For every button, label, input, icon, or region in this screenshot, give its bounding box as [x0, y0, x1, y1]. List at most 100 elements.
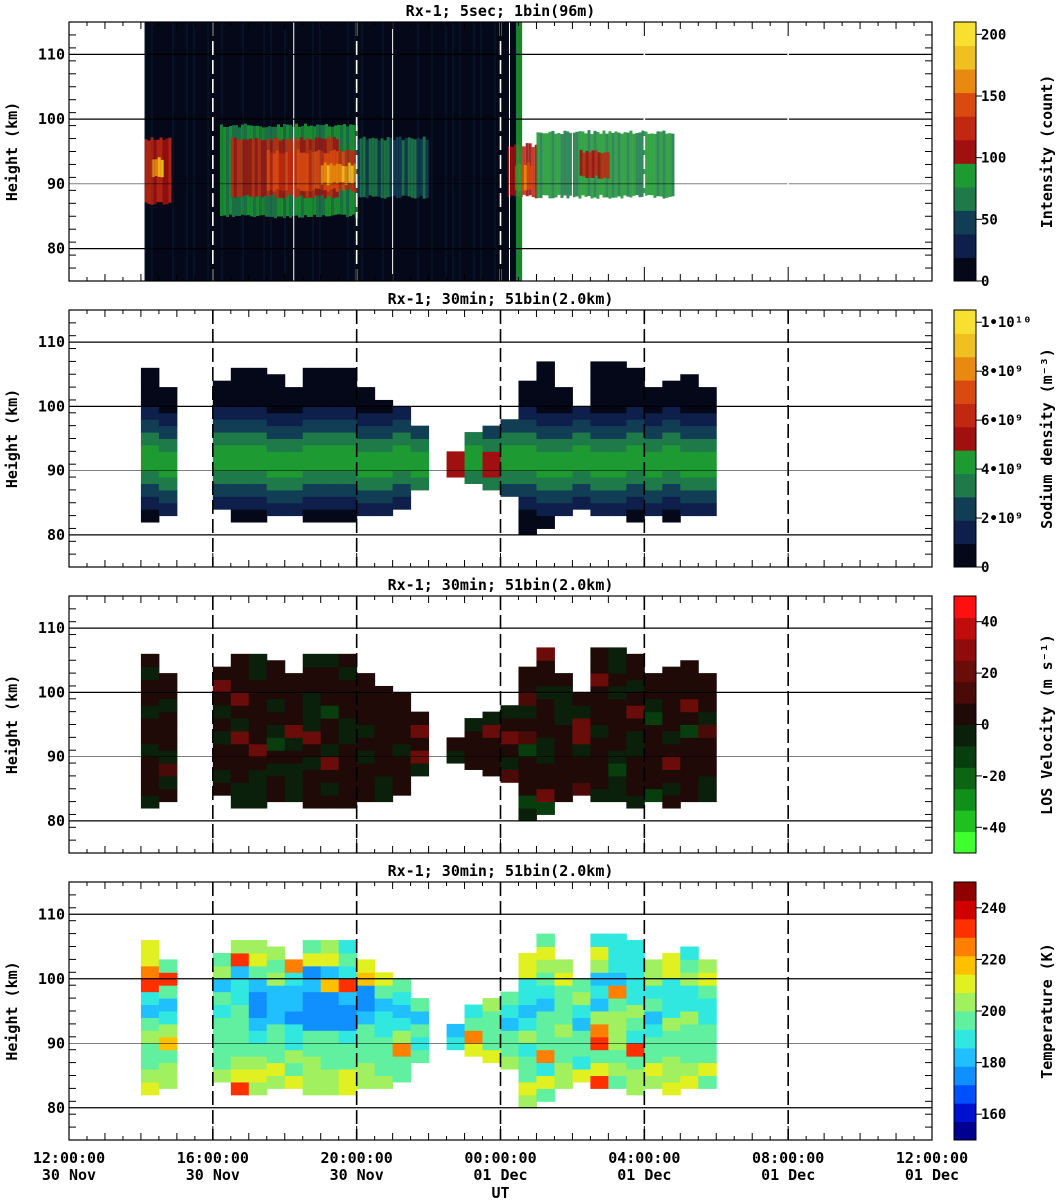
data-cell	[518, 1094, 537, 1109]
intensity-mark	[248, 138, 252, 197]
noise-streak	[382, 22, 384, 281]
intensity-mark	[287, 152, 291, 192]
intensity-mark	[656, 131, 660, 197]
intensity-mark	[407, 137, 411, 197]
data-cell	[266, 1075, 286, 1089]
data-cell	[374, 998, 394, 1012]
data-cell	[158, 1023, 178, 1038]
data-cell	[212, 496, 232, 510]
intensity-mark	[520, 163, 524, 191]
data-cell	[302, 705, 322, 719]
data-cell	[212, 756, 232, 770]
data-cell	[338, 496, 358, 510]
data-cell	[644, 1011, 663, 1025]
data-cell	[536, 763, 555, 777]
data-cell	[158, 737, 178, 751]
data-cell	[302, 509, 322, 523]
data-cell	[212, 743, 232, 758]
data-cell	[284, 998, 304, 1012]
data-cell	[500, 1004, 519, 1018]
data-cell	[338, 509, 358, 523]
y-axis-label: Height (km)	[3, 389, 21, 488]
data-cell	[392, 496, 412, 510]
data-cell	[374, 412, 394, 427]
data-cell	[356, 1062, 376, 1076]
data-cell	[572, 782, 591, 796]
data-cell	[680, 775, 699, 790]
data-cell	[698, 959, 717, 973]
data-cell	[662, 795, 681, 809]
data-cell	[698, 711, 717, 725]
data-cell	[500, 432, 519, 446]
data-cell	[248, 483, 268, 497]
data-cell	[500, 705, 519, 719]
data-cell	[518, 991, 537, 1006]
plot-frame	[68, 881, 933, 1141]
data-cell	[302, 782, 322, 796]
data-cell	[338, 769, 358, 783]
data-cell	[248, 470, 268, 484]
data-cell	[320, 419, 340, 433]
data-cell	[518, 522, 537, 536]
data-cell	[608, 985, 627, 999]
data-cell	[626, 406, 645, 420]
data-cell	[266, 1011, 286, 1025]
intensity-mark	[168, 137, 172, 203]
intensity-mark	[641, 130, 645, 197]
intensity-mark	[644, 131, 648, 196]
panel-2: Rx-1; 30min; 51bin(2.0km) 80 90 100 110 Heigh…	[3, 290, 1056, 576]
data-cell	[518, 1056, 537, 1070]
data-cell	[356, 737, 376, 751]
data-cell	[230, 940, 250, 954]
data-cell	[284, 1075, 304, 1089]
data-cell	[212, 991, 232, 1006]
data-cell	[212, 470, 232, 484]
data-cell	[626, 991, 645, 1006]
data-cell	[608, 387, 627, 401]
data-cell	[320, 380, 340, 395]
data-cell	[248, 756, 268, 770]
data-cell	[680, 438, 699, 452]
data-cell	[698, 673, 717, 687]
data-cell	[518, 769, 537, 783]
data-cell	[320, 406, 340, 420]
data-cell	[536, 1062, 555, 1076]
data-cell	[662, 496, 681, 510]
colorbar-swatch	[954, 333, 976, 358]
data-cell	[608, 1049, 627, 1064]
data-cell	[608, 946, 627, 960]
data-cell	[212, 978, 232, 993]
data-cell	[536, 698, 555, 713]
data-cell	[644, 985, 663, 999]
data-cell	[320, 756, 340, 770]
xtick-date-label: 01 Dec	[905, 1166, 959, 1184]
colorbar-swatch	[954, 918, 976, 938]
data-cell	[482, 724, 501, 738]
colorbar-tick-label: 1•10¹⁰	[981, 315, 1032, 331]
data-cell	[680, 1049, 699, 1064]
data-cell	[248, 406, 268, 420]
data-cell	[518, 1069, 537, 1083]
data-cell	[626, 432, 645, 446]
data-cell	[518, 666, 537, 681]
data-cell	[320, 432, 340, 446]
data-cell	[518, 952, 537, 967]
colorbar-swatch	[954, 1121, 976, 1141]
colorbar-swatch	[954, 116, 976, 141]
intensity-mark	[144, 139, 148, 203]
colorbar-tick-label: -40	[981, 820, 1006, 836]
data-cell	[140, 795, 160, 809]
data-cell	[590, 737, 609, 751]
data-cell	[608, 451, 627, 465]
intensity-mark	[290, 150, 294, 189]
data-cell	[320, 743, 340, 758]
noise-streak	[319, 22, 321, 281]
data-cell	[320, 1004, 340, 1018]
data-cell	[212, 705, 232, 719]
data-cell	[302, 1069, 322, 1083]
colorbar-label: LOS Velocity (m s⁻¹)	[1038, 634, 1056, 815]
data-cell	[608, 647, 627, 661]
data-cell	[320, 795, 340, 809]
intensity-mark	[299, 152, 303, 191]
data-cell	[572, 1056, 591, 1070]
